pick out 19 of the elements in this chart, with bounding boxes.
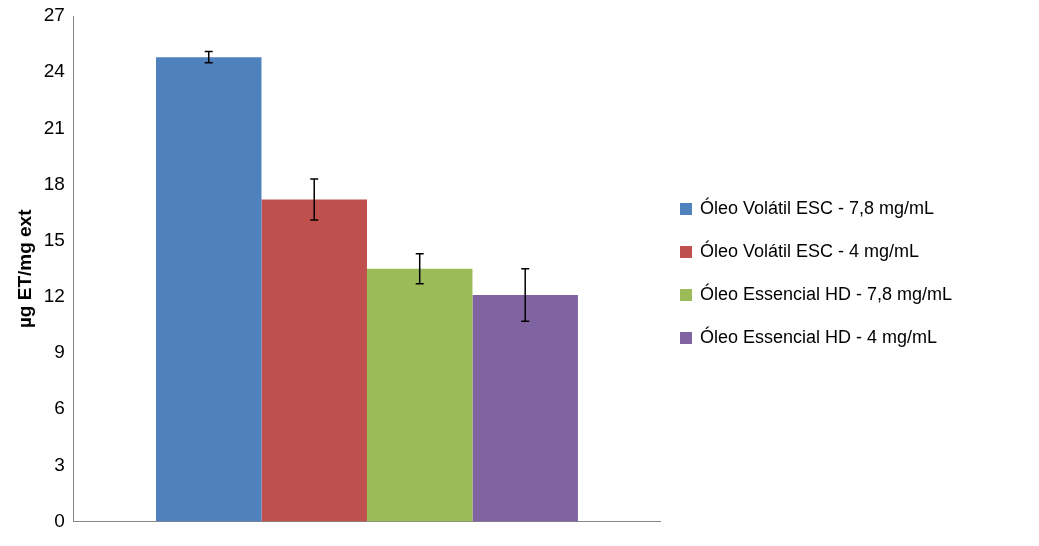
y-tick-label: 9 [54, 341, 65, 363]
legend-label: Óleo Essencial HD - 7,8 mg/mL [700, 284, 953, 305]
y-axis-title: µg ET/mg ext [13, 208, 35, 329]
legend-label: Óleo Volátil ESC - 7,8 mg/mL [700, 198, 935, 219]
bar [366, 268, 473, 522]
y-tick-label: 15 [43, 228, 65, 250]
legend-label: Óleo Essencial HD - 4 mg/mL [700, 327, 938, 348]
y-tick-label: 6 [54, 397, 65, 419]
y-tick-label: 3 [54, 453, 65, 475]
y-tick-label: 12 [43, 285, 65, 307]
bar [155, 57, 262, 522]
bar [261, 199, 367, 522]
y-tick-label: 0 [54, 509, 65, 531]
bar [472, 295, 578, 522]
y-tick-label: 27 [43, 4, 65, 26]
y-tick-label: 21 [43, 116, 65, 138]
y-tick-label: 18 [43, 172, 65, 194]
legend-label: Óleo Volátil ESC - 4 mg/mL [700, 241, 920, 262]
y-tick-label: 24 [43, 60, 66, 82]
